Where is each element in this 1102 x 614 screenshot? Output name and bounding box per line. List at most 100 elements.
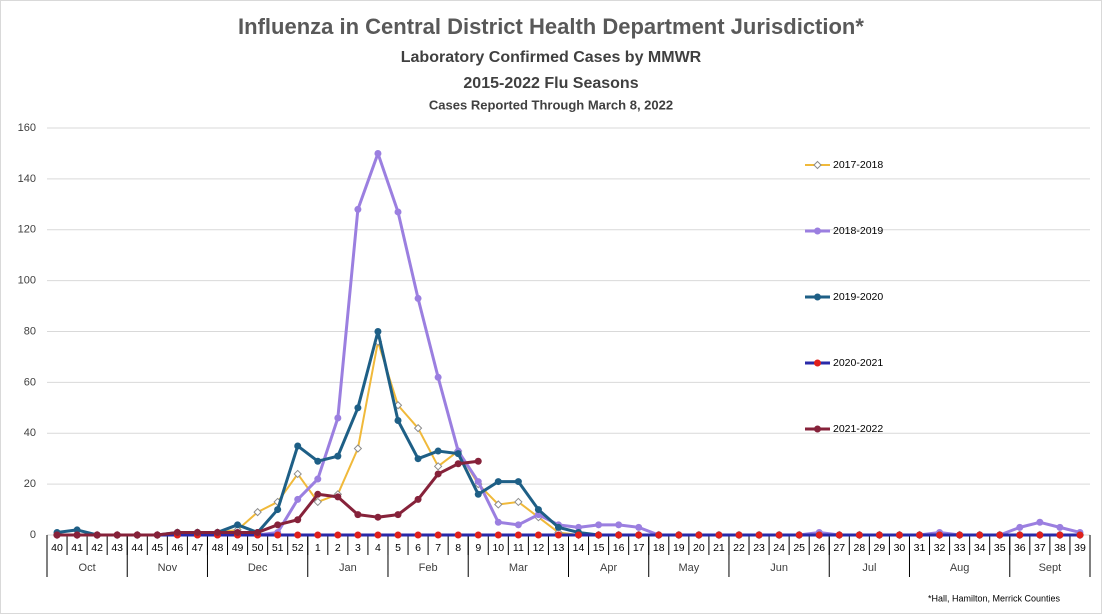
chart-subtitle: 2015-2022 Flu Seasons <box>463 75 638 92</box>
x-tick-label: 38 <box>1054 542 1066 554</box>
y-tick-label: 20 <box>24 478 36 490</box>
x-tick-label: 27 <box>833 542 845 554</box>
data-point <box>474 478 482 486</box>
x-tick-label: 9 <box>475 542 481 554</box>
data-point <box>213 528 221 536</box>
data-point <box>554 523 562 531</box>
data-point <box>274 521 282 529</box>
data-point <box>394 208 402 216</box>
data-point <box>595 531 603 539</box>
x-tick-label: 20 <box>693 542 705 554</box>
month-label: Sept <box>1039 562 1062 574</box>
data-point <box>855 531 863 539</box>
data-point <box>374 531 382 539</box>
x-tick-label: 12 <box>533 542 545 554</box>
x-tick-label: 44 <box>131 542 143 554</box>
x-tick-label: 11 <box>513 542 524 554</box>
chart-subtitle: Cases Reported Through March 8, 2022 <box>429 97 673 112</box>
data-point <box>53 531 61 539</box>
month-label: Nov <box>158 562 178 574</box>
x-tick-label: 21 <box>713 542 725 554</box>
x-tick-label: 8 <box>455 542 461 554</box>
x-tick-label: 29 <box>874 542 886 554</box>
x-tick-label: 18 <box>653 542 665 554</box>
y-tick-label: 0 <box>30 529 36 541</box>
data-point <box>916 531 924 539</box>
x-tick-label: 48 <box>212 542 224 554</box>
footnote: *Hall, Hamilton, Merrick Counties <box>928 593 1061 603</box>
data-point <box>353 444 363 453</box>
chart-subtitle: Laboratory Confirmed Cases by MMWR <box>401 49 702 66</box>
month-label: Aug <box>950 562 970 574</box>
x-tick-label: 47 <box>192 542 204 554</box>
data-point <box>434 470 442 478</box>
data-point <box>414 294 422 302</box>
y-tick-label: 160 <box>18 122 36 134</box>
data-point <box>514 521 522 529</box>
data-point <box>193 528 201 536</box>
data-point <box>113 531 121 539</box>
x-tick-label: 49 <box>232 542 244 554</box>
legend-marker <box>814 293 821 301</box>
legend-marker <box>814 425 821 433</box>
x-tick-label: 1 <box>315 542 321 554</box>
x-tick-label: 13 <box>553 542 565 554</box>
x-tick-label: 43 <box>111 542 123 554</box>
data-point <box>334 531 342 539</box>
data-point <box>334 452 342 460</box>
data-point <box>354 531 362 539</box>
month-label: May <box>678 562 699 574</box>
x-tick-label: 28 <box>853 542 865 554</box>
x-tick-label: 16 <box>613 542 625 554</box>
data-point <box>133 531 141 539</box>
data-point <box>775 531 783 539</box>
data-point <box>73 526 81 534</box>
x-tick-label: 45 <box>151 542 163 554</box>
data-point <box>234 528 242 536</box>
data-point <box>254 528 262 536</box>
x-tick-label: 14 <box>573 542 585 554</box>
x-tick-label: 42 <box>91 542 103 554</box>
month-label: Feb <box>419 562 438 574</box>
data-point <box>454 531 462 539</box>
data-point <box>253 507 262 517</box>
data-point <box>1016 531 1024 539</box>
x-tick-label: 31 <box>914 542 926 554</box>
data-point <box>996 531 1004 539</box>
data-point <box>434 531 442 539</box>
x-tick-label: 17 <box>633 542 645 554</box>
x-tick-label: 2 <box>335 542 341 554</box>
data-point <box>494 531 502 539</box>
data-point <box>936 531 944 539</box>
data-point <box>494 518 502 526</box>
data-point <box>293 469 302 479</box>
data-point <box>313 497 322 507</box>
data-point <box>514 497 523 507</box>
data-point <box>394 531 402 539</box>
data-point <box>1056 523 1064 531</box>
data-point <box>354 205 362 213</box>
data-point <box>274 531 282 539</box>
x-tick-label: 7 <box>435 542 441 554</box>
x-tick-label: 36 <box>1014 542 1026 554</box>
y-tick-label: 40 <box>24 427 36 439</box>
data-point <box>575 523 583 531</box>
data-point <box>413 423 423 433</box>
data-point <box>1076 531 1084 539</box>
legend-label: 2020-2021 <box>833 357 883 369</box>
data-point <box>93 531 101 539</box>
data-point <box>314 531 322 539</box>
legend-label: 2018-2019 <box>833 225 883 237</box>
data-point <box>374 513 382 521</box>
x-tick-label: 22 <box>733 542 745 554</box>
data-point <box>875 531 883 539</box>
data-point <box>795 531 803 539</box>
data-point <box>675 531 683 539</box>
x-tick-label: 33 <box>954 542 966 554</box>
data-point <box>434 373 442 381</box>
x-tick-label: 10 <box>492 542 504 554</box>
x-tick-label: 25 <box>793 542 805 554</box>
x-tick-label: 34 <box>974 542 986 554</box>
data-point <box>474 531 482 539</box>
data-point <box>354 511 362 519</box>
